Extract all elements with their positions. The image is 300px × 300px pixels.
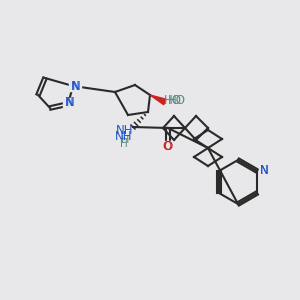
Polygon shape [150, 95, 166, 105]
Bar [69, 81, 81, 91]
Text: O: O [164, 140, 172, 152]
Text: H: H [120, 139, 128, 149]
Text: N: N [66, 97, 74, 110]
Text: N: N [260, 164, 268, 176]
Text: H: H [121, 135, 129, 145]
Text: N: N [70, 80, 80, 94]
Text: N: N [72, 80, 80, 94]
Text: NH: NH [115, 130, 133, 142]
Bar [115, 131, 135, 145]
Bar [63, 98, 75, 108]
Bar [161, 141, 173, 151]
Text: HO: HO [168, 94, 186, 107]
Text: HO: HO [164, 94, 182, 106]
Bar [259, 166, 271, 176]
Bar [167, 95, 189, 107]
Text: O: O [162, 140, 172, 154]
Text: NH: NH [116, 124, 134, 137]
Text: N: N [64, 97, 74, 110]
Text: N: N [260, 164, 268, 176]
